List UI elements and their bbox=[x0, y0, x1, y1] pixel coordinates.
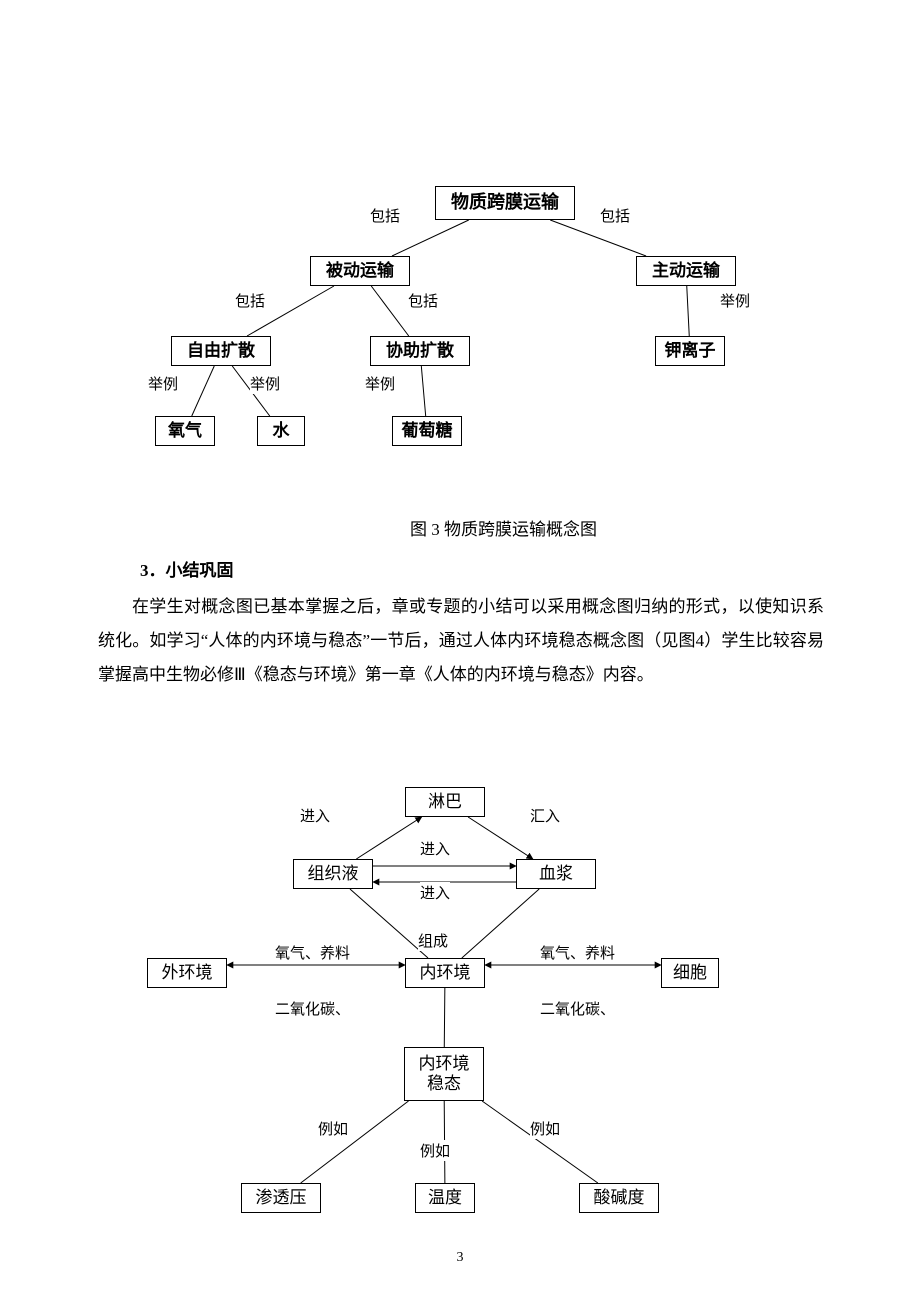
concept-node: 主动运输 bbox=[636, 256, 736, 286]
concept-node: 温度 bbox=[415, 1183, 475, 1213]
concept-node: 水 bbox=[257, 416, 305, 446]
concept-node: 被动运输 bbox=[310, 256, 410, 286]
edge-label: 包括 bbox=[408, 290, 438, 311]
page-number: 3 bbox=[0, 1250, 920, 1266]
edge-label: 二氧化碳、 bbox=[540, 998, 615, 1019]
concept-node: 淋巴 bbox=[405, 787, 485, 817]
edge-label: 举例 bbox=[148, 373, 178, 394]
edge-label: 进入 bbox=[420, 838, 450, 859]
edge-label: 汇入 bbox=[530, 805, 560, 826]
concept-node: 内环境 bbox=[405, 958, 485, 988]
edge-label: 例如 bbox=[420, 1140, 450, 1161]
edge-label: 举例 bbox=[720, 290, 750, 311]
edge-label: 组成 bbox=[418, 930, 448, 951]
edge-label: 举例 bbox=[365, 373, 395, 394]
concept-node: 物质跨膜运输 bbox=[435, 186, 575, 220]
concept-node: 血浆 bbox=[516, 859, 596, 889]
concept-node: 渗透压 bbox=[241, 1183, 321, 1213]
edge-label: 进入 bbox=[420, 882, 450, 903]
edge-label: 例如 bbox=[318, 1118, 348, 1139]
concept-node: 酸碱度 bbox=[579, 1183, 659, 1213]
concept-node: 钾离子 bbox=[655, 336, 725, 366]
section-heading: 3．小结巩固 bbox=[140, 556, 234, 581]
edge-label: 二氧化碳、 bbox=[275, 998, 350, 1019]
edge-label: 氧气、养料 bbox=[275, 942, 350, 963]
edge-label: 例如 bbox=[530, 1118, 560, 1139]
edge-label: 举例 bbox=[250, 373, 280, 394]
concept-node: 细胞 bbox=[661, 958, 719, 988]
concept-node: 组织液 bbox=[293, 859, 373, 889]
document-page: 物质跨膜运输被动运输主动运输自由扩散协助扩散钾离子氧气水葡萄糖包括包括包括包括举… bbox=[0, 0, 920, 1302]
concept-node: 协助扩散 bbox=[370, 336, 470, 366]
figure-3-caption: 图 3 物质跨膜运输概念图 bbox=[410, 515, 597, 540]
edge-label: 氧气、养料 bbox=[540, 942, 615, 963]
concept-node: 自由扩散 bbox=[171, 336, 271, 366]
edge-label: 包括 bbox=[235, 290, 265, 311]
concept-node: 外环境 bbox=[147, 958, 227, 988]
edge-label: 包括 bbox=[600, 205, 630, 226]
edge-label: 进入 bbox=[300, 805, 330, 826]
concept-node: 氧气 bbox=[155, 416, 215, 446]
edge-label: 包括 bbox=[370, 205, 400, 226]
body-paragraph: 在学生对概念图已基本掌握之后，章或专题的小结可以采用概念图归纳的形式，以使知识系… bbox=[98, 590, 824, 692]
concept-node: 内环境 稳态 bbox=[404, 1047, 484, 1101]
concept-node: 葡萄糖 bbox=[392, 416, 462, 446]
